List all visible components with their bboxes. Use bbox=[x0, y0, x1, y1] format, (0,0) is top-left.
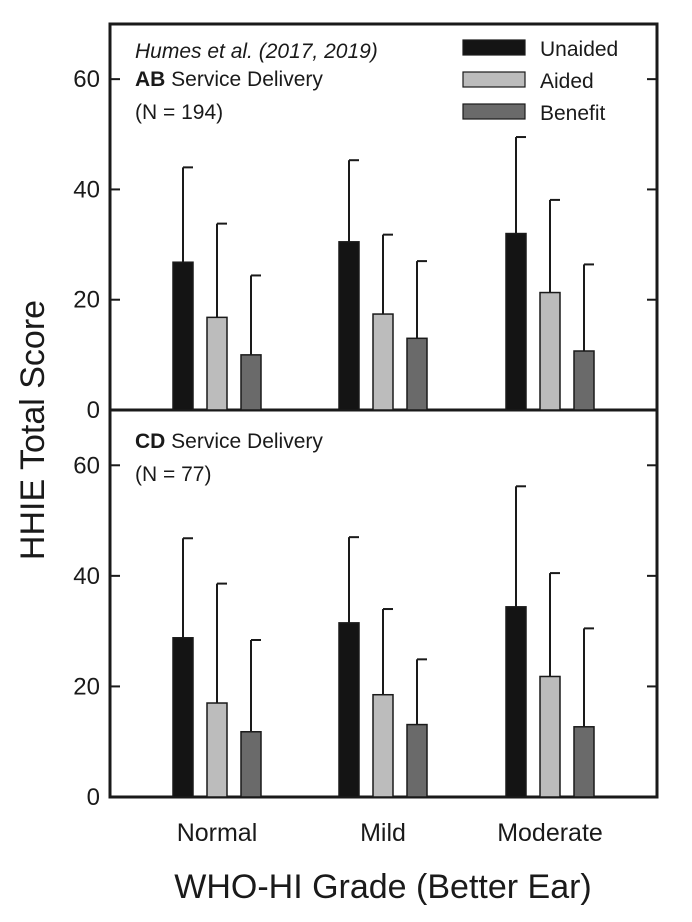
chart-marks: 0 20 40 60 Humes et al. (2017, 2019) AB Servi… bbox=[73, 38, 657, 847]
panel-label-rest: Service Delivery bbox=[165, 68, 323, 91]
panel-label-bold: AB bbox=[135, 68, 165, 91]
sample-size-label: (N = 77) bbox=[135, 463, 211, 486]
bar-unaided-mild bbox=[338, 241, 360, 411]
legend-swatch-benefit bbox=[462, 103, 526, 120]
bar-aided-moderate bbox=[539, 675, 561, 798]
bar-benefit-normal bbox=[240, 354, 262, 411]
x-tick-label-mild: Mild bbox=[360, 819, 406, 847]
bar-unaided-normal bbox=[172, 261, 194, 411]
legend-label-unaided: Unaided bbox=[540, 38, 618, 61]
panel-label: AB Service Delivery bbox=[135, 68, 323, 91]
legend-swatch-aided bbox=[462, 71, 526, 88]
y-tick-label: 40 bbox=[73, 563, 100, 590]
bar-aided-mild bbox=[372, 313, 394, 411]
bar-aided-mild bbox=[372, 693, 394, 798]
panel-label-rest: Service Delivery bbox=[165, 430, 323, 453]
bar-unaided-normal bbox=[172, 637, 194, 798]
x-tick-label-normal: Normal bbox=[177, 819, 258, 847]
y-tick-label: 20 bbox=[73, 673, 100, 700]
legend-label-benefit: Benefit bbox=[540, 102, 606, 125]
bar-unaided-moderate bbox=[505, 606, 527, 798]
y-tick-label: 0 bbox=[87, 784, 100, 811]
x-tick-label-moderate: Moderate bbox=[497, 819, 603, 847]
y-tick-label: 20 bbox=[73, 287, 100, 314]
panel-label-bold: CD bbox=[135, 430, 165, 453]
bar-unaided-mild bbox=[338, 622, 360, 798]
legend-swatch-unaided bbox=[462, 39, 526, 56]
sample-size-label: (N = 194) bbox=[135, 101, 223, 124]
bar-aided-moderate bbox=[539, 291, 561, 411]
bar-benefit-mild bbox=[406, 337, 428, 411]
bar-benefit-mild bbox=[406, 723, 428, 798]
citation-text: Humes et al. (2017, 2019) bbox=[135, 40, 378, 63]
y-tick-label: 60 bbox=[73, 452, 100, 479]
x-axis-title: WHO-HI Grade (Better Ear) bbox=[174, 868, 592, 906]
y-tick-label: 0 bbox=[87, 397, 100, 424]
bar-benefit-normal bbox=[240, 731, 262, 798]
y-tick-label: 60 bbox=[73, 66, 100, 93]
bar-aided-normal bbox=[206, 316, 228, 411]
panel-label: CD Service Delivery bbox=[135, 430, 323, 453]
y-axis-title: HHIE Total Score bbox=[14, 300, 52, 560]
legend: Unaided Aided Benefit bbox=[462, 38, 618, 125]
bar-aided-normal bbox=[206, 702, 228, 798]
y-tick-label: 40 bbox=[73, 176, 100, 203]
bar-unaided-moderate bbox=[505, 232, 527, 411]
legend-label-aided: Aided bbox=[540, 70, 594, 93]
bar-benefit-moderate bbox=[573, 726, 595, 798]
bar-benefit-moderate bbox=[573, 350, 595, 411]
